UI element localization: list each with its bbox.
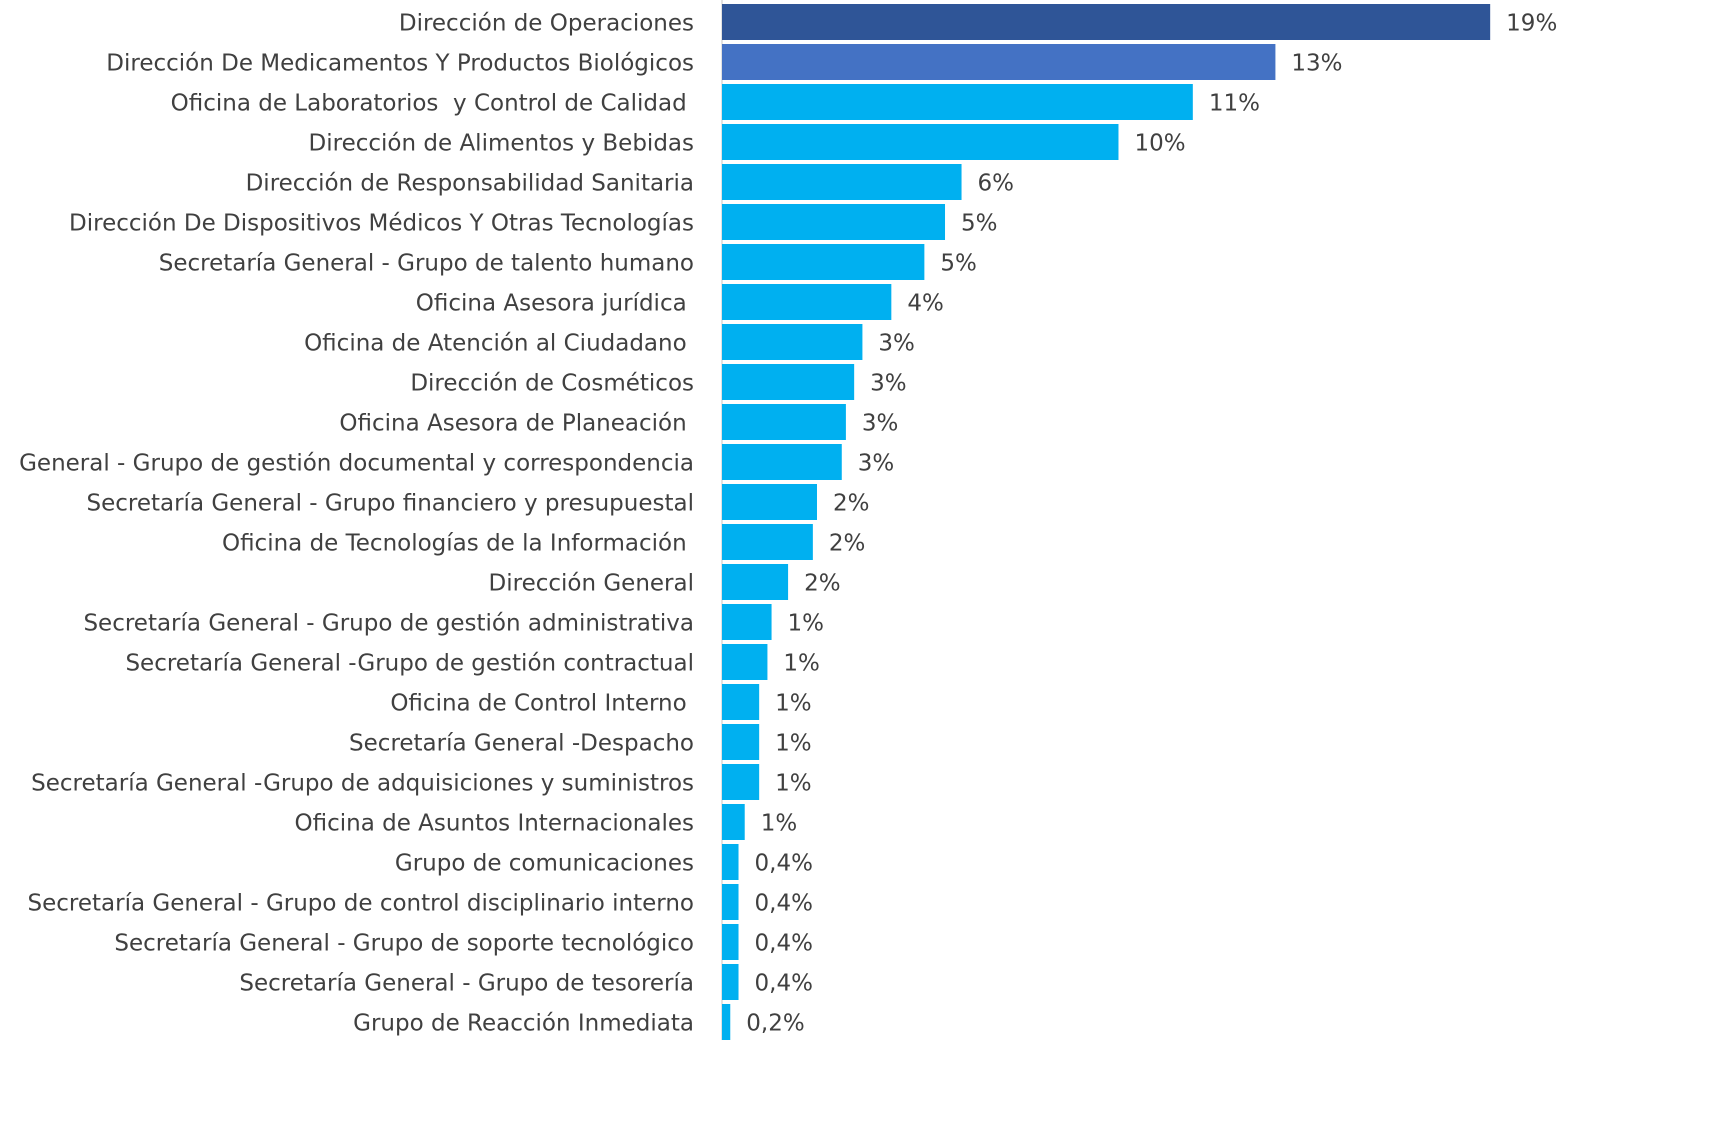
- category-label: Secretaría General - Grupo de control di…: [28, 891, 694, 917]
- category-label: Grupo de comunicaciones: [395, 851, 694, 877]
- value-label: 2%: [833, 491, 870, 517]
- category-label: Oficina Asesora jurídica: [416, 291, 694, 317]
- category-label: Secretaría General - Grupo de soporte te…: [114, 931, 694, 957]
- category-label: Dirección De Medicamentos Y Productos Bi…: [106, 51, 694, 77]
- bar: [722, 964, 739, 1000]
- category-label: Dirección General: [489, 571, 694, 597]
- value-label: 1%: [775, 731, 812, 757]
- category-label: Oficina Asesora de Planeación: [339, 411, 694, 437]
- bar: [722, 644, 768, 680]
- category-label: Dirección de Responsabilidad Sanitaria: [246, 171, 694, 197]
- category-label: Secretaría General - Grupo financiero y …: [86, 491, 694, 517]
- bar: [722, 884, 739, 920]
- bar: [722, 524, 813, 560]
- bar: [722, 324, 863, 360]
- bar: [722, 1004, 731, 1040]
- bar: [722, 204, 946, 240]
- category-label: Secretaría General - Grupo de gestión ad…: [83, 611, 694, 637]
- bar: [722, 124, 1119, 160]
- value-label: 5%: [961, 211, 998, 237]
- value-label: 19%: [1506, 11, 1557, 37]
- value-label: 0,4%: [755, 931, 813, 957]
- bar: [722, 804, 745, 840]
- bar: [722, 444, 842, 480]
- value-label: 0,4%: [755, 851, 813, 877]
- value-label: 1%: [775, 691, 812, 717]
- value-label: 4%: [907, 291, 944, 317]
- value-label: 1%: [761, 811, 798, 837]
- bar: [722, 44, 1276, 80]
- category-label: Secretaría General - Grupo de talento hu…: [159, 251, 694, 277]
- bar: [722, 724, 760, 760]
- category-label: Oficina de Atención al Ciudadano: [304, 331, 694, 357]
- category-label: Secretaría General -Despacho: [349, 731, 694, 757]
- bar: [722, 924, 739, 960]
- bar: [722, 844, 739, 880]
- category-label: Dirección de Operaciones: [399, 11, 694, 37]
- bar: [722, 484, 817, 520]
- bar: [722, 284, 892, 320]
- bar: [722, 764, 760, 800]
- value-label: 2%: [804, 571, 841, 597]
- value-label: 3%: [858, 451, 895, 477]
- category-label: Dirección de Cosméticos: [410, 371, 694, 397]
- bar: [722, 564, 789, 600]
- bar: [722, 604, 772, 640]
- category-label: Oficina de Asuntos Internacionales: [295, 811, 694, 837]
- category-label: General - Grupo de gestión documental y …: [19, 451, 694, 477]
- value-label: 5%: [940, 251, 977, 277]
- value-label: 10%: [1134, 131, 1185, 157]
- bar: [722, 84, 1193, 120]
- value-label: 0,4%: [755, 891, 813, 917]
- category-label: Secretaría General -Grupo de gestión con…: [125, 651, 694, 677]
- value-label: 0,4%: [755, 971, 813, 997]
- value-label: 6%: [978, 171, 1015, 197]
- category-label: Oficina de Laboratorios y Control de Cal…: [171, 91, 694, 117]
- bar: [722, 4, 1491, 40]
- category-label: Dirección de Alimentos y Bebidas: [309, 131, 694, 157]
- category-label: Oficina de Control Interno: [390, 691, 694, 717]
- value-label: 1%: [775, 771, 812, 797]
- bar: [722, 404, 846, 440]
- category-label: Secretaría General -Grupo de adquisicion…: [31, 771, 694, 797]
- value-label: 2%: [829, 531, 866, 557]
- category-label: Grupo de Reacción Inmediata: [353, 1011, 694, 1037]
- value-label: 11%: [1209, 91, 1260, 117]
- bar: [722, 164, 962, 200]
- value-label: 3%: [870, 371, 907, 397]
- bar: [722, 364, 855, 400]
- value-label: 1%: [788, 611, 825, 637]
- bar: [722, 684, 760, 720]
- value-label: 3%: [878, 331, 915, 357]
- value-label: 3%: [862, 411, 899, 437]
- value-label: 1%: [783, 651, 820, 677]
- bar: [722, 244, 925, 280]
- value-label: 0,2%: [746, 1011, 804, 1037]
- category-label: Oficina de Tecnologías de la Información: [222, 531, 694, 557]
- value-label: 13%: [1291, 51, 1342, 77]
- category-label: Secretaría General - Grupo de tesorería: [239, 971, 694, 997]
- category-label: Dirección De Dispositivos Médicos Y Otra…: [69, 211, 694, 237]
